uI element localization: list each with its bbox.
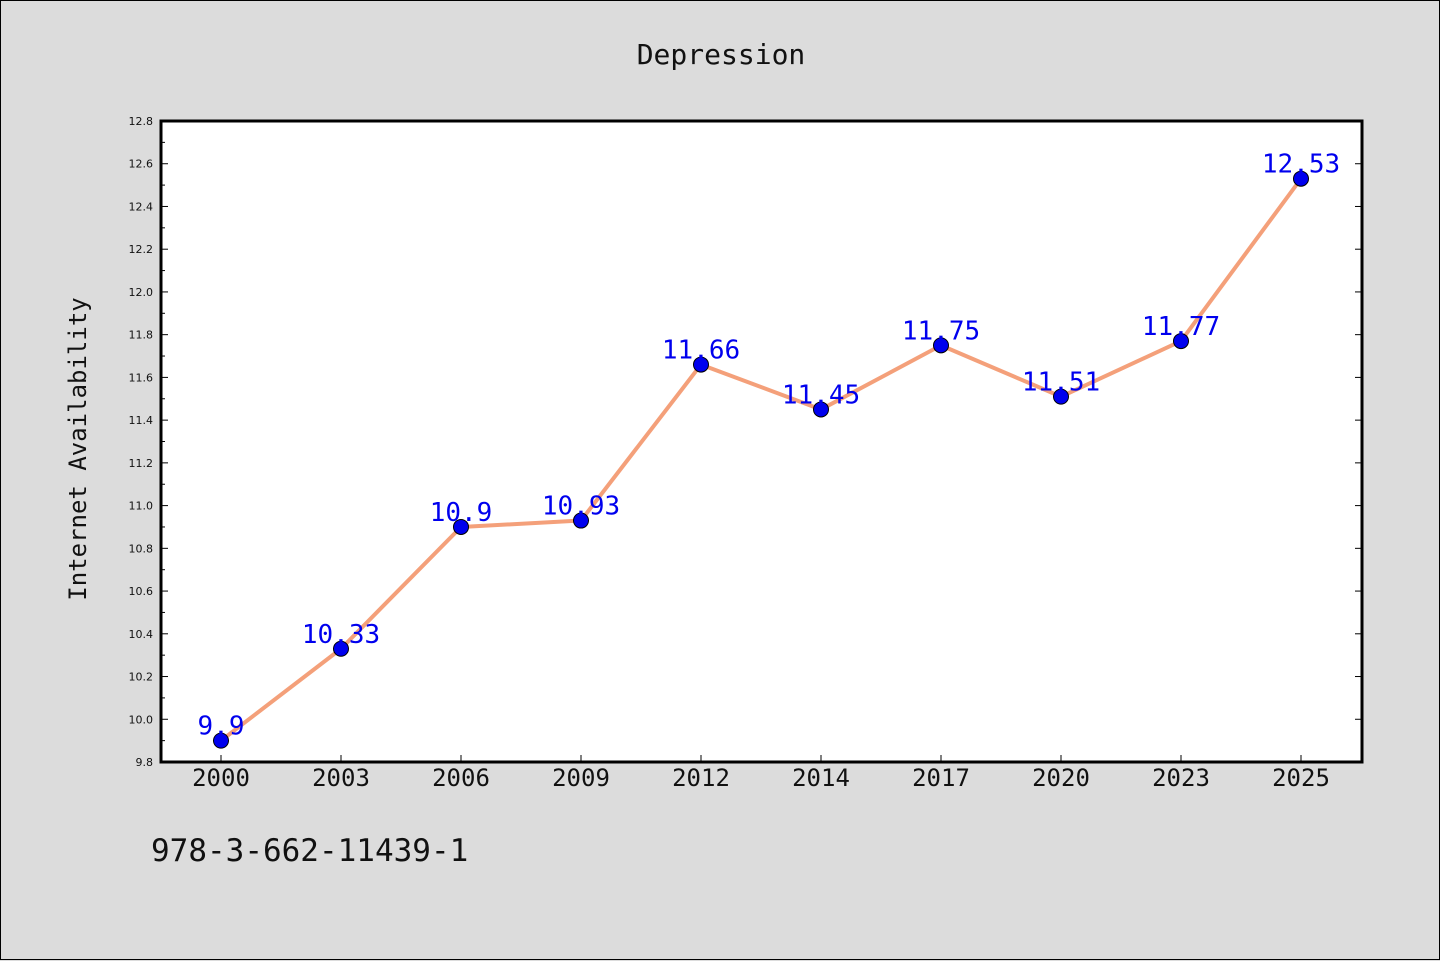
y-tick-label: 12.4 <box>129 200 154 213</box>
data-label: 11.75 <box>902 316 980 346</box>
y-tick-label: 12.2 <box>129 243 154 256</box>
data-point <box>1053 388 1069 405</box>
y-tick-label: 10.2 <box>129 671 154 684</box>
data-point <box>813 401 829 418</box>
x-tick-label: 2000 <box>192 764 250 792</box>
y-tick-label: 11.4 <box>129 414 154 427</box>
series-line <box>219 177 1303 743</box>
y-tick-label: 12.6 <box>129 158 154 171</box>
data-point <box>693 356 709 373</box>
data-point <box>1173 333 1189 350</box>
x-tick-label: 2023 <box>1152 764 1210 792</box>
y-tick-label: 10.8 <box>129 542 154 555</box>
x-tick-label: 2003 <box>312 764 370 792</box>
data-label: 11.45 <box>782 380 860 410</box>
data-label: 12.53 <box>1262 150 1340 180</box>
y-tick-label: 11.2 <box>129 457 154 470</box>
y-tick-label: 10.0 <box>129 713 154 726</box>
y-axis: 9.8 10.0 10.2 10.4 10.6 10.8 11.0 11.2 11.4 11.6 1… <box>129 115 1362 769</box>
series-group: 9.9 10.33 10.9 10.93 11.66 11.45 11.75 11.51 11.… <box>198 150 1340 749</box>
x-tick-label: 2009 <box>552 764 610 792</box>
data-label: 10.9 <box>430 498 493 528</box>
data-label: 10.93 <box>542 492 620 522</box>
data-point <box>213 732 229 749</box>
y-tick-label: 11.8 <box>129 329 154 342</box>
x-axis: 2000 2003 2006 2009 2012 2014 2017 2020 2023 2025 <box>192 755 1330 792</box>
data-label: 11.77 <box>1142 312 1220 342</box>
data-point <box>573 512 589 529</box>
data-label: 9.9 <box>198 712 245 742</box>
y-tick-label: 9.8 <box>136 756 154 769</box>
y-tick-label: 12.0 <box>129 286 154 299</box>
x-tick-label: 2020 <box>1032 764 1090 792</box>
y-axis-label: Internet Availability <box>64 297 92 600</box>
chart-title: Depression <box>637 38 806 71</box>
data-point <box>333 640 349 657</box>
data-point <box>453 518 469 535</box>
y-tick-label: 11.0 <box>129 500 154 513</box>
plot-area <box>159 119 1364 764</box>
x-tick-label: 2017 <box>912 764 970 792</box>
footer-code: 978-3-662-11439-1 <box>151 833 469 869</box>
data-point <box>933 337 949 354</box>
y-tick-label: 10.4 <box>129 628 154 641</box>
x-tick-label: 2012 <box>672 764 730 792</box>
x-tick-label: 2014 <box>792 764 850 792</box>
y-tick-label: 11.6 <box>129 371 154 384</box>
x-tick-label: 2006 <box>432 764 490 792</box>
data-label: 11.51 <box>1022 368 1100 398</box>
y-tick-label: 12.8 <box>129 115 154 128</box>
x-tick-label: 2025 <box>1272 764 1330 792</box>
y-tick-label: 10.6 <box>129 585 154 598</box>
data-label: 10.33 <box>302 620 380 650</box>
data-label: 11.66 <box>662 336 740 366</box>
data-point <box>1293 170 1309 187</box>
